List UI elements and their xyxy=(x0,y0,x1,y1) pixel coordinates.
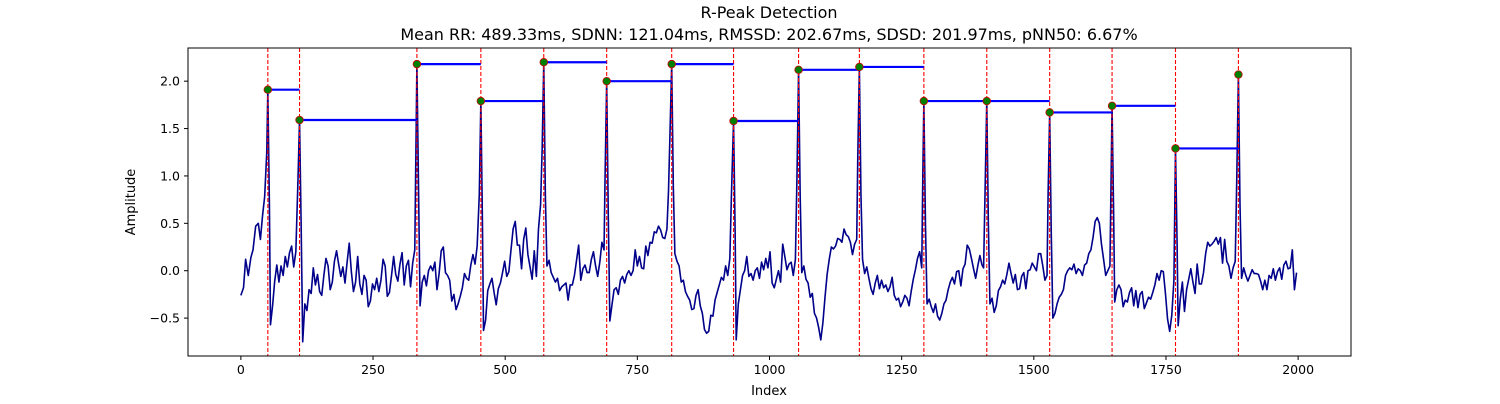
ecg-signal-line xyxy=(240,61,1298,343)
peak-marker-3 xyxy=(476,96,486,106)
x-tick-label: 500 xyxy=(493,362,517,377)
peak-marker-0 xyxy=(263,85,273,94)
peak-marker-1 xyxy=(295,115,304,125)
x-tick-label: 1000 xyxy=(754,362,786,377)
x-tick-label: 750 xyxy=(625,362,649,377)
x-tick-label: 2000 xyxy=(1282,362,1314,377)
peak-marker-10 xyxy=(919,96,929,106)
peak-marker-14 xyxy=(1171,144,1180,153)
y-tick-label: −0.5 xyxy=(150,311,180,326)
chart-title: R-Peak Detection xyxy=(700,3,837,22)
x-tick-label: 250 xyxy=(361,362,385,377)
peak-marker-7 xyxy=(729,116,738,126)
x-tick-label: 1250 xyxy=(886,362,918,377)
y-tick-label: 1.0 xyxy=(160,168,180,183)
x-tick-label: 1500 xyxy=(1018,362,1050,377)
y-tick-label: 1.5 xyxy=(160,121,180,136)
x-axis: 0 250 500 750 1000 1250 1500 1750 2000 xyxy=(237,356,1314,377)
peak-marker-11 xyxy=(982,96,991,106)
peak-marker-8 xyxy=(794,65,803,74)
plot-area xyxy=(240,48,1298,356)
x-tick-label: 0 xyxy=(237,362,245,377)
peak-marker-15 xyxy=(1234,70,1243,79)
peak-marker-6 xyxy=(667,59,676,69)
peak-marker-2 xyxy=(412,59,422,69)
x-tick-label: 1750 xyxy=(1150,362,1182,377)
x-axis-label: Index xyxy=(751,384,787,399)
y-tick-label: 0.5 xyxy=(160,216,180,231)
peak-marker-12 xyxy=(1045,108,1054,117)
chart-subtitle: Mean RR: 489.33ms, SDNN: 121.04ms, RMSSD… xyxy=(400,25,1137,44)
y-tick-label: 2.0 xyxy=(160,74,180,89)
y-axis: −0.5 0.0 0.5 1.0 1.5 2.0 xyxy=(150,74,188,326)
peak-marker-5 xyxy=(602,76,611,86)
peak-marker-9 xyxy=(855,62,864,72)
peak-marker-13 xyxy=(1107,101,1117,111)
peak-marker-4 xyxy=(539,58,548,67)
y-axis-label: Amplitude xyxy=(124,169,139,236)
y-tick-label: 0.0 xyxy=(160,263,180,278)
